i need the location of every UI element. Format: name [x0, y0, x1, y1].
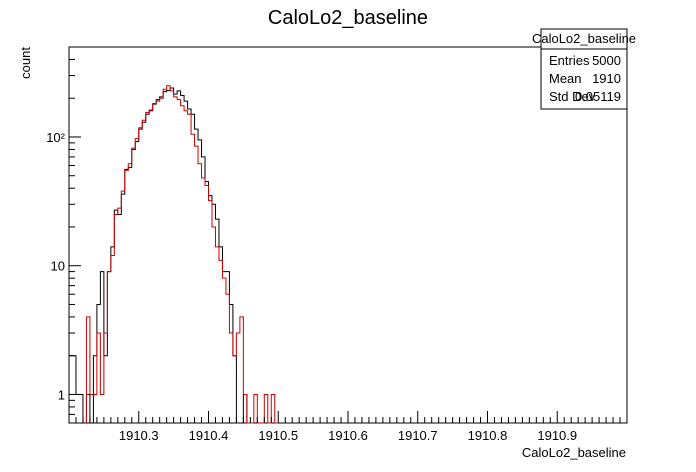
stats-label-mean: Mean [549, 71, 582, 86]
y-tick-label: 10² [46, 130, 65, 145]
stats-box: CaloLo2_baseline Entries 5000 Mean 1910 … [532, 28, 636, 110]
stats-box-title: CaloLo2_baseline [532, 31, 636, 46]
plot-area: 1910.3 1910.4 1910.5 1910.6 1910.7 1910.8 1910… [46, 46, 628, 443]
stats-label-entries: Entries [549, 53, 590, 68]
stats-box-frame [540, 28, 628, 110]
stats-value-mean: 1910 [592, 71, 621, 86]
y-tick-label: 10 [51, 259, 65, 274]
x-tick-label: 1910.3 [119, 428, 159, 443]
stats-value-stddev: 0.05119 [575, 89, 621, 104]
x-tick-label: 1910.9 [537, 428, 577, 443]
stats-label-stddev: Std Dev [549, 89, 596, 104]
y-tick-label: 1 [58, 387, 65, 402]
x-tick-label: 1910.6 [328, 428, 368, 443]
x-tick-label: 1910.7 [398, 428, 438, 443]
x-tick-label: 1910.4 [189, 428, 229, 443]
x-axis-label: CaloLo2_baseline [522, 445, 626, 460]
histogram-series-1 [68, 87, 251, 424]
chart-title: CaloLo2_baseline [268, 7, 428, 29]
stats-value-entries: 5000 [592, 53, 621, 68]
x-tick-label: 1910.8 [468, 428, 508, 443]
x-tick-label: 1910.5 [258, 428, 298, 443]
histogram-series-2 [85, 85, 279, 424]
y-axis-label: count [18, 47, 33, 79]
